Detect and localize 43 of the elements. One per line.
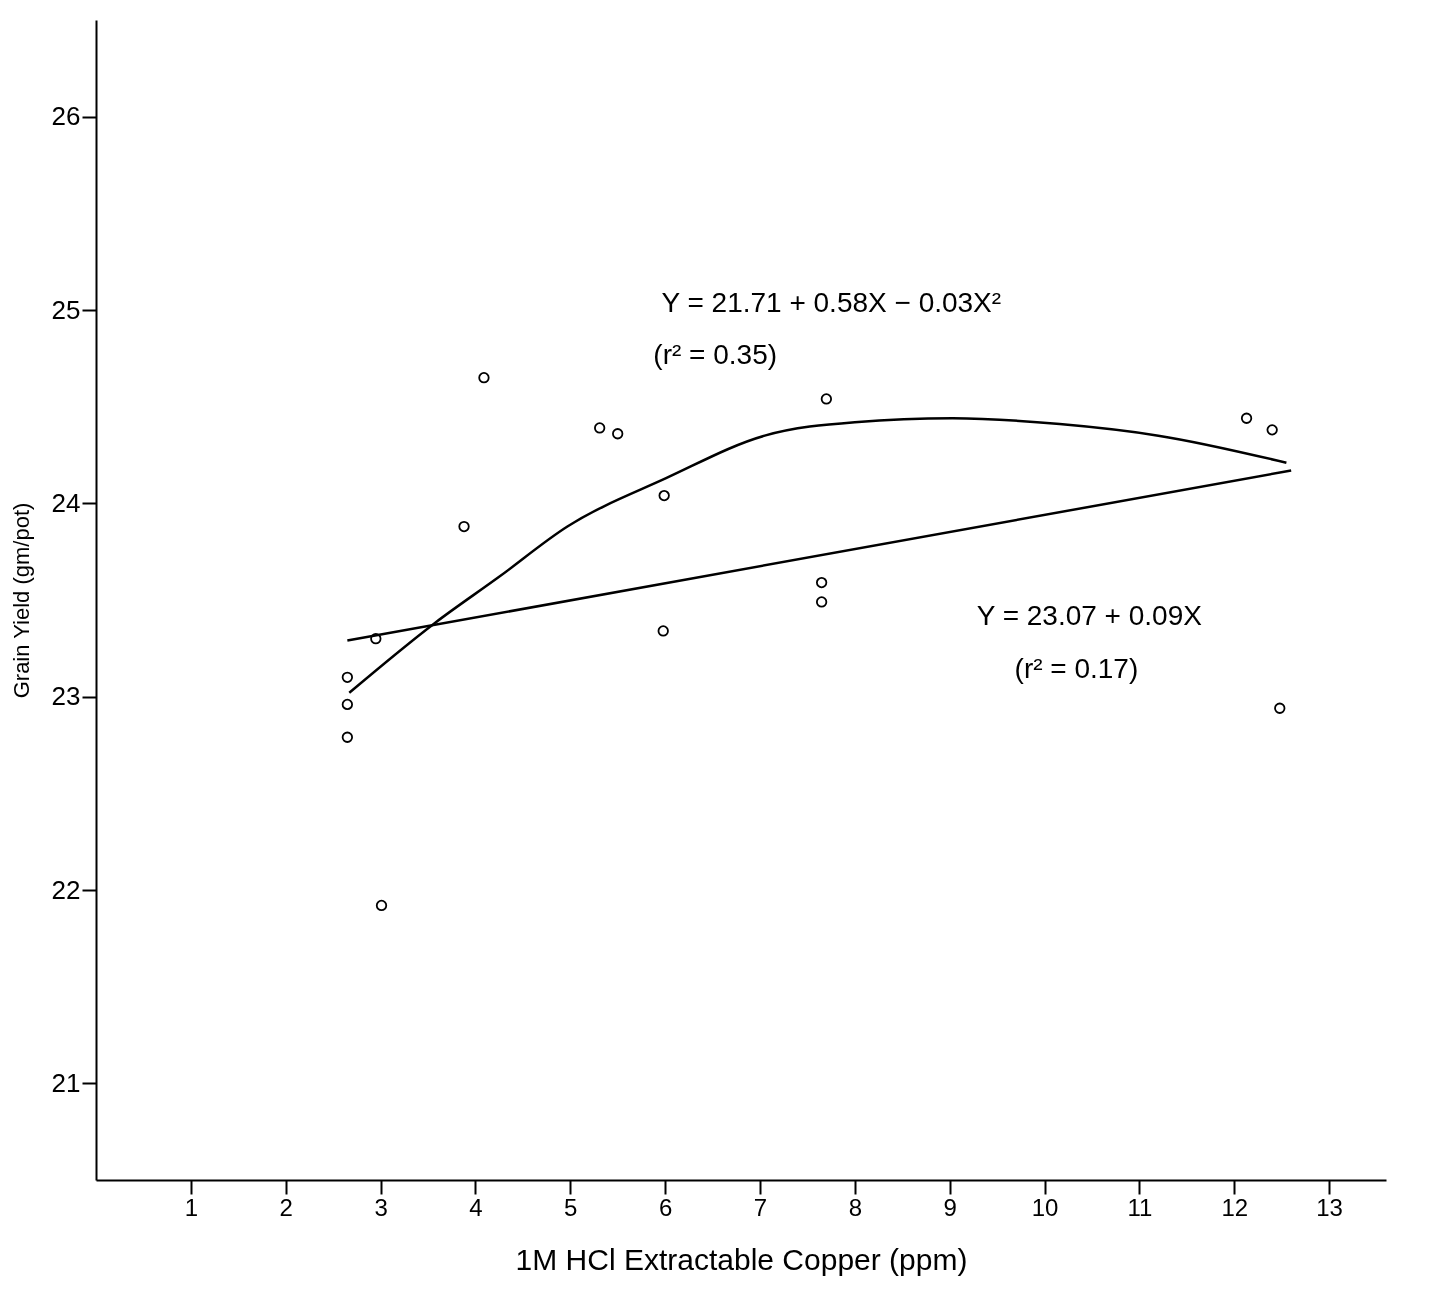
annotation: Y = 21.71 + 0.58X − 0.03X² — [661, 287, 1002, 319]
y-tick-label: 24 — [51, 487, 81, 518]
y-axis-title: Grain Yield (gm/pot) — [8, 502, 34, 699]
point — [657, 625, 669, 637]
y-tick-label: 23 — [51, 681, 81, 712]
x-tick-label: 7 — [753, 1193, 768, 1221]
x-tick-label: 3 — [374, 1193, 388, 1221]
x-tick-label: 6 — [658, 1193, 673, 1221]
point — [341, 698, 353, 711]
point — [478, 372, 490, 384]
point — [1266, 424, 1278, 436]
point — [458, 520, 470, 533]
point — [1240, 412, 1253, 424]
annotation: (r² = 0.35) — [653, 339, 778, 371]
point — [658, 489, 670, 502]
x-tick-label: 13 — [1316, 1193, 1343, 1221]
line-series — [348, 417, 1288, 695]
point — [612, 428, 624, 440]
point — [341, 731, 353, 743]
x-tick-label: 1 — [184, 1193, 199, 1221]
x-tick-label: 9 — [943, 1193, 957, 1221]
annotation: Y = 23.07 + 0.09X — [976, 600, 1203, 632]
x-tick-label: 8 — [848, 1193, 862, 1221]
x-tick-label: 11 — [1127, 1193, 1153, 1221]
x-tick-label: 4 — [469, 1193, 483, 1221]
point — [820, 393, 833, 405]
point — [815, 576, 828, 589]
y-tick-label: 21 — [51, 1067, 81, 1098]
point — [594, 422, 606, 434]
y-tick-label: 26 — [51, 101, 81, 132]
point — [375, 899, 388, 912]
point — [341, 671, 353, 683]
y-tick-label: 22 — [51, 874, 81, 905]
point — [370, 633, 382, 645]
annotation: (r² = 0.17) — [1014, 652, 1139, 684]
x-tick-label: 12 — [1221, 1193, 1249, 1221]
x-tick-label: 10 — [1031, 1193, 1059, 1221]
x-tick-label: 5 — [564, 1193, 578, 1221]
x-axis-title: 1M HCl Extractable Copper (ppm) — [515, 1242, 968, 1276]
point — [815, 596, 828, 608]
x-tick-label: 2 — [279, 1193, 293, 1221]
y-tick-label: 25 — [51, 294, 81, 325]
point — [1274, 702, 1286, 714]
